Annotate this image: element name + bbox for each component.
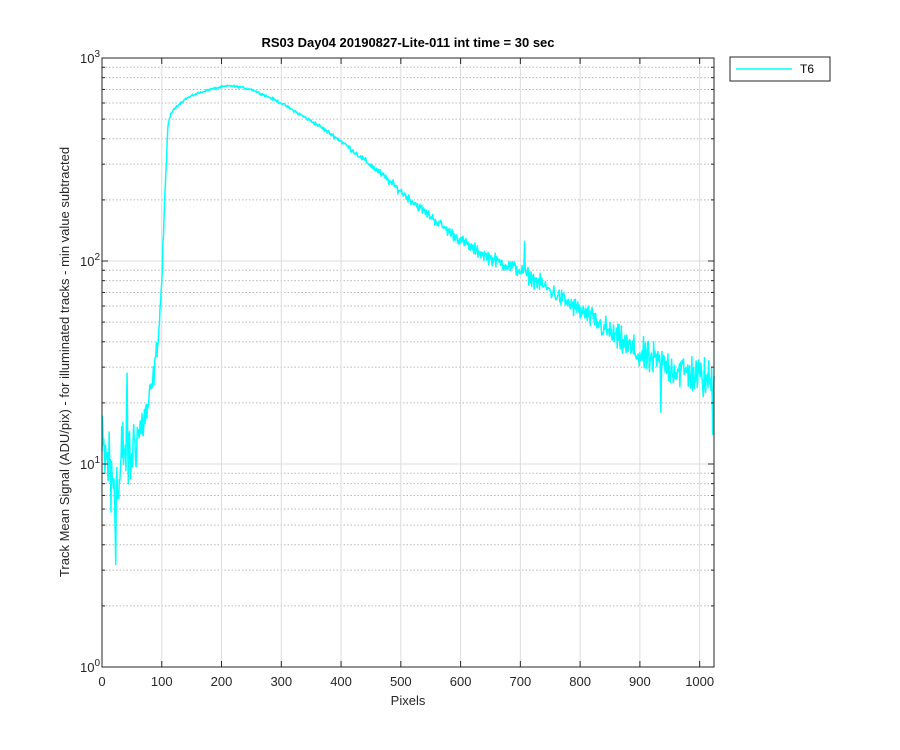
legend-label-t6: T6 bbox=[800, 62, 814, 76]
y-tick-label: 102 bbox=[80, 252, 100, 269]
x-tick-label: 900 bbox=[629, 674, 651, 689]
axes-box bbox=[101, 57, 715, 668]
chart-title: RS03 Day04 20190827-Lite-011 int time = … bbox=[261, 35, 554, 50]
plot-area bbox=[101, 57, 715, 668]
y-tick-base: 10 bbox=[80, 254, 94, 269]
y-tick-exponent: 2 bbox=[94, 252, 100, 263]
x-tick-label: 400 bbox=[330, 674, 352, 689]
x-tick-label: 500 bbox=[390, 674, 412, 689]
y-axis-label: Track Mean Signal (ADU/pix) - for illumi… bbox=[57, 147, 72, 577]
y-tick-exponent: 3 bbox=[94, 49, 100, 60]
minor-grid bbox=[102, 66, 714, 607]
x-tick-label: 600 bbox=[450, 674, 472, 689]
x-tick-label: 1000 bbox=[685, 674, 714, 689]
x-tick-label: 300 bbox=[270, 674, 292, 689]
series-line-t6 bbox=[101, 84, 715, 566]
y-tick-label: 103 bbox=[80, 49, 100, 66]
y-tick-label: 101 bbox=[80, 455, 100, 472]
axes-background bbox=[102, 58, 714, 667]
y-tick-exponent: 0 bbox=[94, 658, 100, 669]
x-tick-label: 200 bbox=[211, 674, 233, 689]
y-tick-exponent: 1 bbox=[94, 455, 100, 466]
axis-ticks bbox=[101, 57, 714, 668]
y-tick-base: 10 bbox=[80, 457, 94, 472]
x-tick-label: 0 bbox=[98, 674, 105, 689]
y-tick-label: 100 bbox=[80, 658, 100, 675]
legend: T6 bbox=[729, 56, 831, 82]
x-tick-label: 700 bbox=[510, 674, 532, 689]
x-tick-label: 800 bbox=[569, 674, 591, 689]
x-tick-labels: 0 100 200 300 400 500 600 700 800 900 1000 bbox=[98, 674, 714, 689]
y-tick-base: 10 bbox=[80, 51, 94, 66]
x-tick-label: 100 bbox=[151, 674, 173, 689]
x-axis-label: Pixels bbox=[391, 693, 426, 708]
y-tick-base: 10 bbox=[80, 660, 94, 675]
